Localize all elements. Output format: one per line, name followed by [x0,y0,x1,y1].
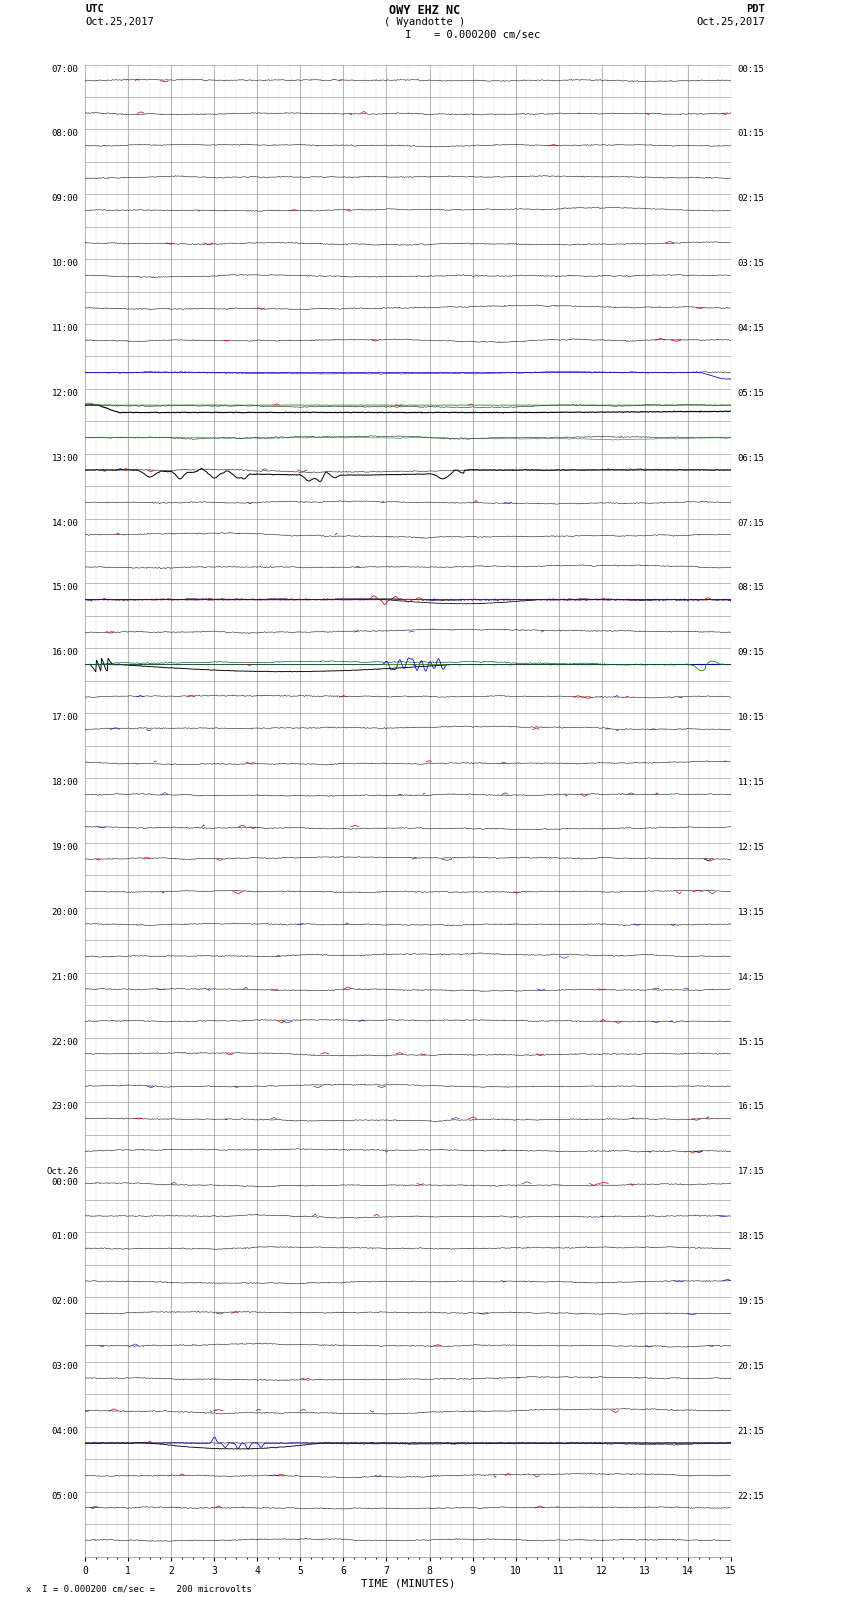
Text: 14:00: 14:00 [52,519,78,527]
Text: 21:15: 21:15 [738,1428,764,1436]
Text: 23:00: 23:00 [52,1102,78,1111]
Text: 11:15: 11:15 [738,777,764,787]
Text: 06:15: 06:15 [738,453,764,463]
Text: 21:00: 21:00 [52,973,78,982]
Text: 19:00: 19:00 [52,844,78,852]
Text: 07:15: 07:15 [738,519,764,527]
Text: 10:00: 10:00 [52,260,78,268]
Text: 17:00: 17:00 [52,713,78,723]
Text: 07:00: 07:00 [52,65,78,74]
Text: 00:15: 00:15 [738,65,764,74]
Text: 03:15: 03:15 [738,260,764,268]
Text: 18:00: 18:00 [52,777,78,787]
Text: 16:15: 16:15 [738,1102,764,1111]
Text: 05:15: 05:15 [738,389,764,398]
Text: 17:15: 17:15 [738,1168,764,1176]
Text: Oct.25,2017: Oct.25,2017 [696,18,765,27]
Text: 15:15: 15:15 [738,1037,764,1047]
Text: 04:15: 04:15 [738,324,764,332]
Text: 05:00: 05:00 [52,1492,78,1500]
Text: 15:00: 15:00 [52,584,78,592]
Text: 19:15: 19:15 [738,1297,764,1307]
Text: PDT: PDT [746,5,765,15]
Text: 09:15: 09:15 [738,648,764,658]
Text: 13:15: 13:15 [738,908,764,916]
Text: 02:15: 02:15 [738,194,764,203]
Text: 20:15: 20:15 [738,1361,764,1371]
Text: 20:00: 20:00 [52,908,78,916]
Text: = 0.000200 cm/sec: = 0.000200 cm/sec [434,31,540,40]
Text: 14:15: 14:15 [738,973,764,982]
Text: I: I [405,31,411,40]
Text: 04:00: 04:00 [52,1428,78,1436]
Text: 16:00: 16:00 [52,648,78,658]
Text: 12:00: 12:00 [52,389,78,398]
Text: 02:00: 02:00 [52,1297,78,1307]
Text: Oct.25,2017: Oct.25,2017 [85,18,154,27]
Text: 11:00: 11:00 [52,324,78,332]
Text: 09:00: 09:00 [52,194,78,203]
Text: 22:00: 22:00 [52,1037,78,1047]
Text: ( Wyandotte ): ( Wyandotte ) [384,18,466,27]
Text: 03:00: 03:00 [52,1361,78,1371]
X-axis label: TIME (MINUTES): TIME (MINUTES) [360,1579,456,1589]
Text: x  I = 0.000200 cm/sec =    200 microvolts: x I = 0.000200 cm/sec = 200 microvolts [26,1584,252,1594]
Text: 10:15: 10:15 [738,713,764,723]
Text: 08:00: 08:00 [52,129,78,139]
Text: 01:15: 01:15 [738,129,764,139]
Text: OWY EHZ NC: OWY EHZ NC [389,5,461,18]
Text: 01:00: 01:00 [52,1232,78,1240]
Text: Oct.26
00:00: Oct.26 00:00 [46,1168,78,1187]
Text: 22:15: 22:15 [738,1492,764,1500]
Text: UTC: UTC [85,5,104,15]
Text: 18:15: 18:15 [738,1232,764,1240]
Text: 12:15: 12:15 [738,844,764,852]
Text: 08:15: 08:15 [738,584,764,592]
Text: 13:00: 13:00 [52,453,78,463]
